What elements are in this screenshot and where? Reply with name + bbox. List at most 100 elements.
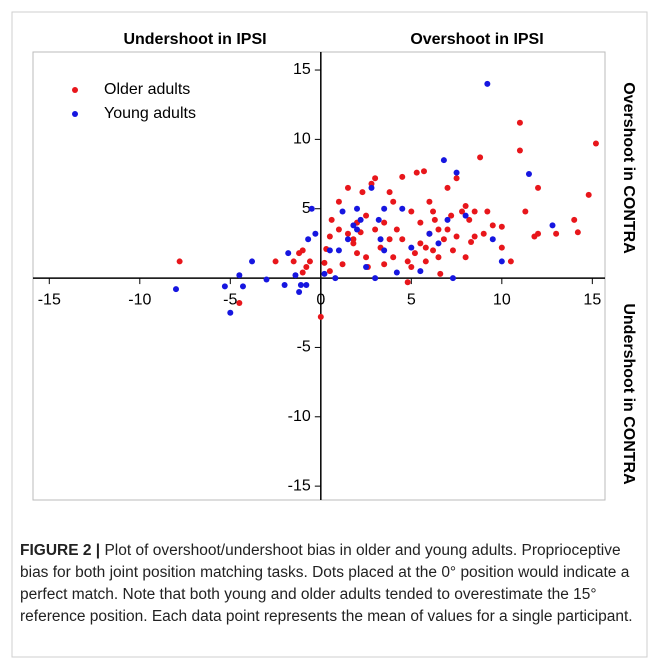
point xyxy=(498,223,505,230)
point xyxy=(430,208,437,215)
caption: FIGURE 2 | Plot of overshoot/undershoot … xyxy=(20,540,640,628)
point xyxy=(399,173,406,180)
point xyxy=(393,269,400,276)
point xyxy=(393,226,400,233)
point xyxy=(444,216,451,223)
point xyxy=(535,230,542,237)
point xyxy=(303,282,310,289)
y-tick-label: 15 xyxy=(293,61,311,78)
point xyxy=(281,282,288,289)
point xyxy=(516,147,523,154)
legend-marker xyxy=(72,111,78,117)
point xyxy=(312,230,319,237)
point xyxy=(422,244,429,251)
point xyxy=(326,233,333,240)
caption-text: Plot of overshoot/undershoot bias in old… xyxy=(20,542,633,625)
point xyxy=(227,309,234,316)
point xyxy=(263,276,270,283)
point xyxy=(344,230,351,237)
point xyxy=(339,208,346,215)
point xyxy=(413,169,420,176)
x-tick-label: 0 xyxy=(316,291,325,308)
x-tick-label: 15 xyxy=(583,291,601,308)
point xyxy=(453,169,460,176)
point xyxy=(368,180,375,187)
point xyxy=(299,269,306,276)
point xyxy=(459,208,465,215)
point xyxy=(332,275,339,282)
point xyxy=(498,258,505,265)
point xyxy=(417,268,424,275)
y-tick-label: 5 xyxy=(302,200,311,217)
point xyxy=(426,230,433,237)
plot-frame xyxy=(32,51,606,501)
point xyxy=(381,247,388,254)
point xyxy=(321,259,328,266)
y-tick-label: -10 xyxy=(288,408,311,425)
point xyxy=(498,244,505,251)
point xyxy=(357,216,364,223)
point xyxy=(417,240,424,247)
point xyxy=(305,236,312,243)
point xyxy=(466,216,473,223)
point xyxy=(285,250,292,257)
x-tick-label: -15 xyxy=(38,291,61,308)
point xyxy=(296,288,303,295)
point xyxy=(571,216,578,223)
point xyxy=(359,189,366,196)
point xyxy=(377,236,384,243)
point xyxy=(489,222,496,229)
point xyxy=(354,205,361,212)
point xyxy=(408,244,415,251)
point xyxy=(335,198,342,205)
point xyxy=(484,80,491,87)
point xyxy=(292,272,299,279)
x-tick-label: 10 xyxy=(493,291,511,308)
point xyxy=(363,254,370,261)
point xyxy=(462,202,469,209)
point xyxy=(440,236,447,243)
point xyxy=(335,226,342,233)
point xyxy=(239,283,246,290)
point xyxy=(375,216,382,223)
point xyxy=(303,263,310,270)
point xyxy=(176,258,183,265)
point xyxy=(468,239,475,246)
point xyxy=(350,222,357,229)
point xyxy=(462,254,469,261)
point xyxy=(335,247,342,254)
point xyxy=(221,283,228,290)
point xyxy=(535,184,542,191)
point xyxy=(444,184,451,191)
point xyxy=(448,212,455,219)
point xyxy=(553,230,560,237)
point xyxy=(449,275,456,282)
point xyxy=(449,247,456,254)
point xyxy=(299,247,306,254)
point xyxy=(354,250,361,257)
legend-label: Older adults xyxy=(104,81,190,98)
point xyxy=(426,198,433,205)
point xyxy=(390,254,397,261)
point xyxy=(435,240,442,247)
point xyxy=(437,270,444,277)
point xyxy=(363,263,370,270)
point xyxy=(363,212,370,219)
y-tick-label: -15 xyxy=(288,477,311,494)
point xyxy=(372,275,379,282)
point xyxy=(399,236,406,243)
point xyxy=(549,222,556,229)
point xyxy=(399,205,406,212)
y-tick-label: -5 xyxy=(297,339,311,356)
point xyxy=(435,226,442,233)
annotation: Overshoot in IPSI xyxy=(410,31,543,48)
point xyxy=(585,191,592,198)
x-tick-label: 5 xyxy=(407,291,416,308)
point xyxy=(381,205,388,212)
point xyxy=(297,282,304,289)
point xyxy=(249,258,256,265)
point xyxy=(477,154,484,161)
point xyxy=(381,261,388,268)
